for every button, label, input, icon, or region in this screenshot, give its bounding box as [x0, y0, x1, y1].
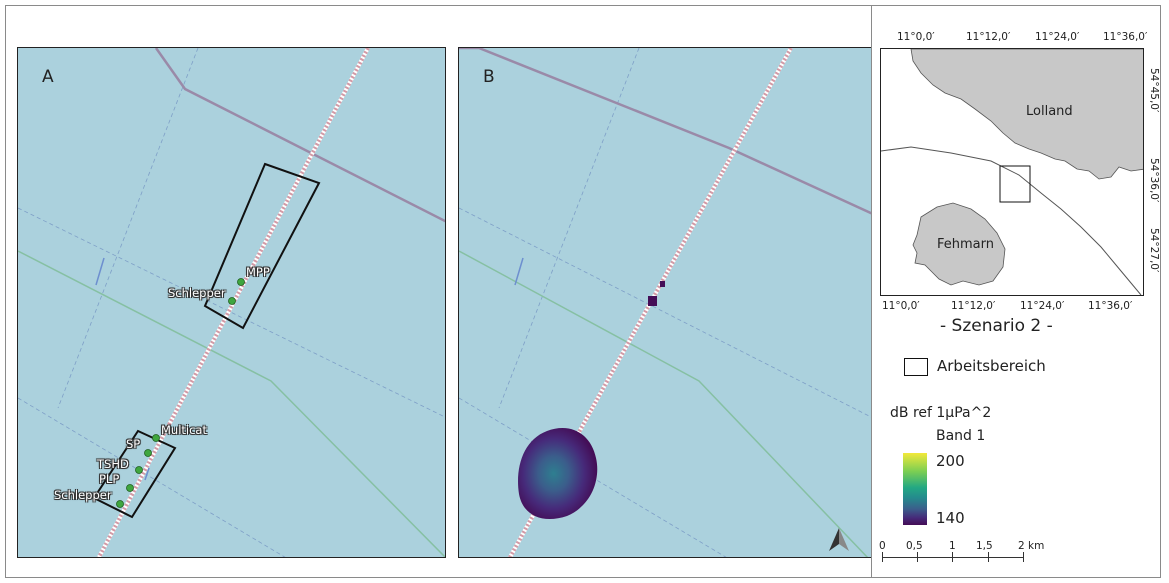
dashed-grid-line [459, 207, 871, 418]
colorbar [903, 453, 927, 525]
scenario-title: - Szenario 2 - [940, 316, 1053, 336]
overview-map: Lolland Fehmarn [880, 48, 1144, 296]
colorbar-min-label: 140 [936, 509, 965, 527]
dashed-grid-line [57, 48, 199, 409]
work-area-rectangle [203, 162, 321, 330]
overview-bottom-tick: 11°0,0′ [882, 300, 920, 312]
green-boundary-line [18, 250, 445, 557]
overview-top-tick: 11°36,0′ [1103, 31, 1148, 43]
colorbar-unit-title: dB ref 1µPa^2 [890, 405, 992, 421]
vessel-label-multicat: Multicat [161, 423, 207, 437]
lolland-label: Lolland [1026, 104, 1073, 119]
noise-footprint-small [648, 296, 657, 306]
dashed-grid-line [18, 207, 445, 418]
overview-right-tick: 54°36,0′ [1148, 158, 1160, 203]
vessel-label-schlepper: Schlepper [168, 286, 226, 300]
vessel-label-schlepper-2: Schlepper [54, 488, 112, 502]
scalebar-label: 1,5 [976, 540, 993, 552]
map-panel-a: A MPP Schlepper Multicat SP TSHD PLP Sch… [17, 47, 446, 558]
lolland-land [910, 49, 1143, 180]
vessel-marker [228, 297, 236, 305]
scalebar-tick [952, 552, 953, 562]
overview-bottom-tick: 11°12,0′ [951, 300, 996, 312]
noise-footprint-large [518, 428, 598, 520]
fehmarn-land [912, 202, 1006, 286]
panel-letter-b: B [483, 67, 495, 87]
marker-mark [144, 467, 150, 481]
vessel-label-plp: PLP [99, 472, 120, 486]
overview-right-tick: 54°45,0′ [1148, 68, 1160, 113]
dashed-grid-line [498, 48, 640, 409]
north-arrow-icon-half [839, 528, 849, 551]
vessel-label-mpp: MPP [246, 265, 270, 279]
overview-bottom-tick: 11°24,0′ [1020, 300, 1065, 312]
scalebar-tick [1023, 552, 1024, 562]
vessel-label-tshd: TSHD [97, 457, 129, 471]
vessel-marker [152, 434, 160, 442]
work-area-rectangle [92, 429, 177, 519]
overview-border-line [881, 146, 1142, 295]
vessel-marker [144, 449, 152, 457]
panel-separator [871, 5, 872, 578]
scalebar-tick [988, 552, 989, 562]
vessel-marker [116, 500, 124, 508]
scalebar-tick [917, 552, 918, 562]
overview-bottom-tick: 11°36,0′ [1088, 300, 1133, 312]
scalebar-label: 0,5 [906, 540, 923, 552]
border-line [459, 48, 871, 215]
scalebar-label: 0 [879, 540, 886, 552]
scalebar-label: 1 [949, 540, 956, 552]
scalebar-tick [882, 552, 883, 562]
overview-map-svg [881, 49, 1143, 295]
overview-work-area [999, 165, 1031, 203]
work-area-legend-label: Arbeitsbereich [937, 357, 1046, 375]
colorbar-band-title: Band 1 [936, 428, 986, 444]
dashed-grid-line [18, 397, 286, 557]
vessel-marker [126, 484, 134, 492]
overview-top-tick: 11°0,0′ [897, 31, 935, 43]
work-area-legend-symbol [904, 358, 928, 376]
scalebar-line [882, 557, 1024, 558]
panel-b-map-svg [459, 48, 871, 557]
overview-top-tick: 11°12,0′ [966, 31, 1011, 43]
pipeline-route-dashes [507, 48, 793, 557]
overview-top-tick: 11°24,0′ [1035, 31, 1080, 43]
north-arrow-icon [829, 528, 839, 551]
fehmarn-label: Fehmarn [937, 237, 994, 252]
panel-a-map-svg [18, 48, 445, 557]
vessel-label-sp: SP [126, 437, 141, 451]
scalebar-label: 2 km [1018, 540, 1045, 552]
border-line [154, 48, 445, 223]
colorbar-max-label: 200 [936, 452, 965, 470]
noise-footprint-tiny [660, 281, 665, 287]
marker-mark [514, 257, 524, 286]
vessel-marker [237, 278, 245, 286]
panel-letter-a: A [42, 67, 54, 87]
green-boundary-line [459, 250, 869, 557]
marker-mark [95, 257, 105, 286]
overview-right-tick: 54°27,0′ [1148, 228, 1160, 273]
vessel-marker [135, 466, 143, 474]
map-panel-b: B [458, 47, 872, 558]
